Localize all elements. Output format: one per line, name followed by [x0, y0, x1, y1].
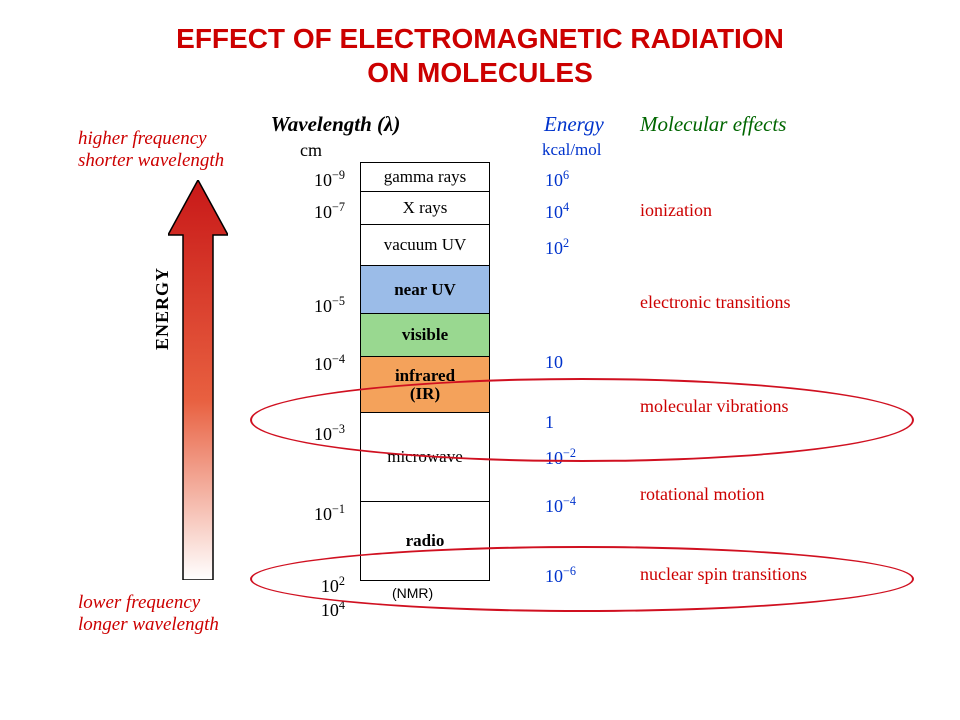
spectrum-band: microwave: [360, 412, 490, 502]
molecular-effect: nuclear spin transitions: [640, 564, 807, 585]
freq-bot-label: lower frequency longer wavelength: [78, 592, 219, 636]
nmr-note: (NMR): [392, 585, 433, 601]
title-line-2: ON MOLECULES: [367, 57, 593, 88]
freq-bot-l1: lower frequency: [78, 592, 200, 613]
highlight-ellipse: [250, 546, 914, 612]
molecular-effect: electronic transitions: [640, 292, 790, 313]
energy-tick: 10: [545, 352, 563, 373]
energy-arrow: [168, 180, 228, 580]
page-title: EFFECT OF ELECTROMAGNETIC RADIATION ON M…: [0, 0, 960, 89]
freq-top-l2: shorter wavelength: [78, 150, 224, 171]
wavelength-tick: 10−7: [314, 200, 345, 223]
spectrum-band: X rays: [360, 191, 490, 226]
molecular-effect: molecular vibrations: [640, 396, 788, 417]
wavelength-tick: 10−9: [314, 168, 345, 191]
spectrum-band: visible: [360, 313, 490, 357]
spectrum-band: gamma rays: [360, 162, 490, 192]
title-line-1: EFFECT OF ELECTROMAGNETIC RADIATION: [176, 23, 784, 54]
molecular-effect: rotational motion: [640, 484, 764, 505]
wavelength-unit: cm: [300, 140, 322, 161]
wavelength-tick: 10−1: [314, 502, 345, 525]
energy-header: Energy: [544, 112, 604, 137]
wavelength-tick: 10−5: [314, 294, 345, 317]
wavelength-tick: 102: [321, 574, 345, 597]
energy-tick: 1: [545, 412, 554, 433]
spectrum-band: infrared(IR): [360, 356, 490, 414]
energy-tick: 106: [545, 168, 569, 191]
energy-tick: 102: [545, 236, 569, 259]
spectrum-column: gamma raysX raysvacuum UVnear UVvisiblei…: [360, 162, 490, 581]
wavelength-tick: 10−4: [314, 352, 345, 375]
freq-bot-l2: longer wavelength: [78, 614, 219, 635]
spectrum-band: radio: [360, 501, 490, 581]
wavelength-header: Wavelength (λ): [248, 112, 423, 137]
energy-unit: kcal/mol: [542, 140, 601, 160]
molecular-effects-header: Molecular effects: [640, 112, 786, 137]
energy-tick: 10−6: [545, 564, 576, 587]
molecular-effect: ionization: [640, 200, 712, 221]
freq-top-label: higher frequency shorter wavelength: [78, 128, 224, 172]
wavelength-tick: 10−3: [314, 422, 345, 445]
freq-top-l1: higher frequency: [78, 128, 207, 149]
highlight-ellipse: [250, 378, 914, 462]
spectrum-band: vacuum UV: [360, 224, 490, 266]
wavelength-tick: 104: [321, 598, 345, 621]
spectrum-band: near UV: [360, 265, 490, 315]
diagram-stage: higher frequency shorter wavelength lowe…: [0, 110, 960, 670]
energy-tick: 104: [545, 200, 569, 223]
energy-tick: 10−4: [545, 494, 576, 517]
energy-axis-label: ENERGY: [152, 267, 173, 350]
energy-tick: 10−2: [545, 446, 576, 469]
